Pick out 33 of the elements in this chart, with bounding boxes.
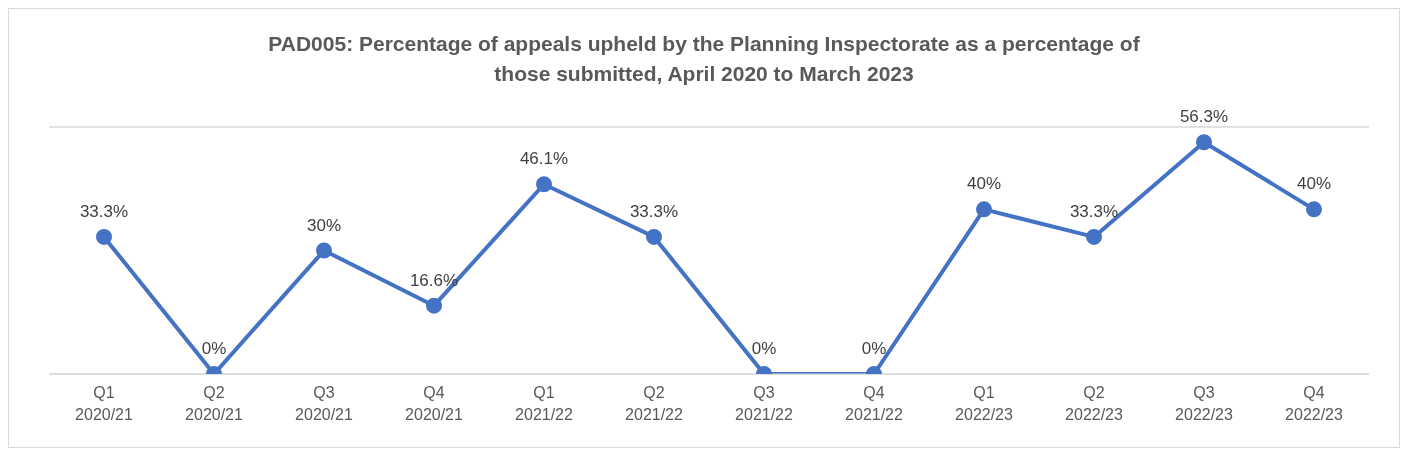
point <box>96 228 112 245</box>
point <box>1086 228 1102 245</box>
data-label: 40% <box>1296 174 1332 194</box>
data-label: 33.3% <box>79 201 129 221</box>
chart-title: PAD005: Percentage of appeals upheld by the Planning Inspectorate as a percentage of those submitted, April 2020 to March 2023 <box>267 31 1141 87</box>
data-label: 0% <box>751 339 777 358</box>
x-tick-label: Q4 2020/21 <box>405 384 464 423</box>
point <box>316 242 332 259</box>
x-tick-label: Q3 2021/22 <box>735 384 794 423</box>
x-tick-label: Q3 2022/23 <box>1175 384 1234 423</box>
x-tick-label: Q4 2021/22 <box>845 384 904 423</box>
point <box>1196 134 1212 151</box>
x-tick-label: Q2 2020/21 <box>185 384 244 423</box>
data-label: 46.1% <box>519 149 569 169</box>
x-tick-label: Q1 2021/22 <box>515 384 574 423</box>
point <box>536 176 552 193</box>
x-tick-label: Q2 2021/22 <box>625 384 684 423</box>
data-label: 56.3% <box>1179 107 1229 127</box>
data-label: 16.6% <box>409 270 459 290</box>
point <box>1306 201 1322 218</box>
data-label: 0% <box>861 339 887 358</box>
x-tick-label: Q1 2022/23 <box>955 384 1014 423</box>
x-tick-label: Q2 2022/23 <box>1065 384 1124 423</box>
data-label: 33.3% <box>629 201 679 221</box>
point <box>976 201 992 218</box>
data-label: 0% <box>201 339 227 358</box>
point <box>646 228 662 245</box>
data-label: 40% <box>966 174 1002 194</box>
x-tick-label: Q1 2020/21 <box>75 384 134 423</box>
x-tick-label: Q3 2020/21 <box>295 384 354 423</box>
x-tick-label: Q4 2022/23 <box>1285 384 1344 423</box>
data-label: 30% <box>306 215 342 235</box>
data-label: 33.3% <box>1069 201 1119 221</box>
